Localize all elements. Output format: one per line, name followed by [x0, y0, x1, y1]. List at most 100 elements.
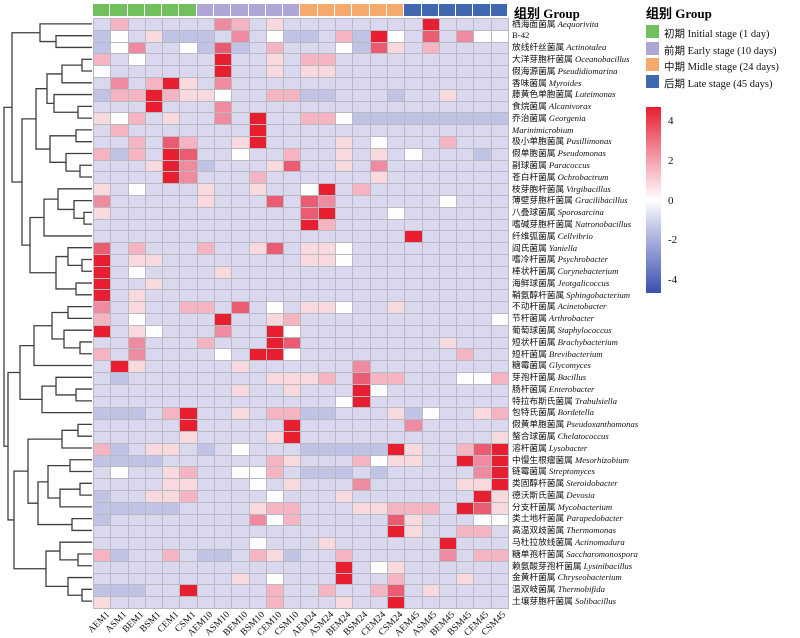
heatmap-cell	[266, 502, 284, 514]
heatmap-cell	[387, 125, 405, 136]
heatmap-cell	[336, 137, 353, 148]
heatmap-cell	[266, 278, 284, 290]
heatmap-cell	[387, 278, 405, 290]
heatmap-cell	[249, 585, 266, 597]
row-label-latin: Brevibacterium	[548, 348, 603, 359]
heatmap-cell	[215, 325, 232, 337]
heatmap-cell	[457, 467, 474, 479]
heatmap-cell	[387, 219, 405, 231]
heatmap-cell	[232, 443, 249, 455]
heatmap-cell	[145, 420, 163, 431]
heatmap-cell	[197, 514, 215, 526]
heatmap-cell	[457, 266, 474, 278]
heatmap-cell	[491, 78, 508, 89]
group-annotation-label: 组别 Group	[514, 6, 580, 21]
heatmap-cell	[336, 266, 353, 278]
row-label: 温双岐菌属 Thermobifida	[512, 585, 605, 594]
heatmap-cell	[145, 255, 163, 266]
heatmap-cell	[215, 66, 232, 77]
heatmap-cell	[215, 78, 232, 89]
heatmap-cell	[163, 384, 180, 396]
dendrogram-branch	[55, 255, 76, 290]
heatmap-cell	[197, 597, 215, 608]
heatmap-cell	[266, 561, 284, 573]
heatmap-cell	[249, 550, 266, 561]
row-label-chinese: 假海源菌属	[512, 65, 558, 76]
heatmap-cell	[353, 137, 370, 148]
heatmap-cell	[405, 302, 422, 313]
heatmap-cell	[145, 184, 163, 195]
heatmap-cell	[145, 137, 163, 148]
heatmap-cell	[180, 54, 197, 66]
dendrogram-branch	[19, 344, 42, 401]
heatmap-cell	[266, 408, 284, 420]
row-label-chinese: 纤维弧菌属	[512, 230, 558, 241]
heatmap-cell	[249, 278, 266, 290]
heatmap-cell	[94, 538, 111, 549]
heatmap-cell	[439, 491, 457, 502]
row-label-chinese: 香味菌属	[512, 77, 549, 88]
heatmap-cell	[94, 384, 111, 396]
row-label-chinese: 假黄单胞菌属	[512, 419, 567, 430]
row-label: 嗜冷杆菌属 Psychrobacter	[512, 255, 608, 264]
heatmap-cell	[94, 597, 111, 608]
heatmap-cell	[215, 408, 232, 420]
heatmap-cell	[439, 184, 457, 195]
heatmap-cell	[318, 231, 336, 243]
row-label: 马杜拉放线菌属 Actinomadura	[512, 538, 625, 547]
heatmap-cell	[474, 361, 491, 372]
heatmap-cell	[353, 266, 370, 278]
heatmap-cell	[336, 502, 353, 514]
heatmap-cell	[145, 502, 163, 514]
heatmap-cell	[405, 514, 422, 526]
heatmap-cell	[111, 101, 128, 113]
heatmap-cell	[405, 408, 422, 420]
row-label-chinese: 嗜碱芽胞杆菌属	[512, 218, 575, 229]
heatmap-cell	[232, 467, 249, 479]
heatmap-cell	[457, 408, 474, 420]
heatmap-cell	[318, 278, 336, 290]
dendrogram-branch	[49, 135, 76, 163]
group-bar-cell	[179, 4, 196, 16]
heatmap-cell	[197, 396, 215, 408]
heatmap-cell	[353, 396, 370, 408]
dendrogram-branch	[81, 588, 92, 602]
heatmap-cell	[111, 514, 128, 526]
heatmap-cell	[180, 266, 197, 278]
group-bar-cell	[214, 4, 231, 16]
heatmap-cell	[336, 467, 353, 479]
heatmap-cell	[197, 89, 215, 101]
dendrogram-branch	[29, 216, 56, 274]
heatmap-cell	[232, 278, 249, 290]
heatmap-cell	[301, 502, 318, 514]
row-label-latin: Georgenia	[548, 112, 586, 123]
heatmap-cell	[474, 54, 491, 66]
heatmap-cell	[336, 561, 353, 573]
legend-item-label: 前期 Early stage (10 days)	[664, 45, 777, 57]
heatmap-cell	[111, 538, 128, 549]
row-label-latin: Ochrobactrum	[557, 171, 609, 182]
heatmap-cell	[457, 550, 474, 561]
heatmap-cell	[353, 325, 370, 337]
heatmap-cell	[387, 502, 405, 514]
row-label-chinese: 苍白杆菌属	[512, 171, 558, 182]
heatmap-cell	[370, 101, 387, 113]
heatmap-cell	[457, 349, 474, 361]
row-label-chinese: 栖海面菌属	[512, 18, 558, 29]
dendrogram-branch	[57, 188, 92, 211]
heatmap-cell	[145, 148, 163, 160]
heatmap-cell	[474, 550, 491, 561]
heatmap-cell	[111, 361, 128, 372]
heatmap-cell	[215, 113, 232, 125]
heatmap-cell	[405, 278, 422, 290]
heatmap-cell	[145, 455, 163, 467]
heatmap-cell	[301, 396, 318, 408]
heatmap-cell	[353, 290, 370, 302]
heatmap-cell	[163, 66, 180, 77]
row-label-latin: Bacillus	[557, 372, 587, 383]
heatmap-cell	[301, 290, 318, 302]
heatmap-cell	[128, 361, 145, 372]
heatmap-cell	[94, 443, 111, 455]
heatmap-cell	[318, 314, 336, 325]
heatmap-cell	[387, 420, 405, 431]
